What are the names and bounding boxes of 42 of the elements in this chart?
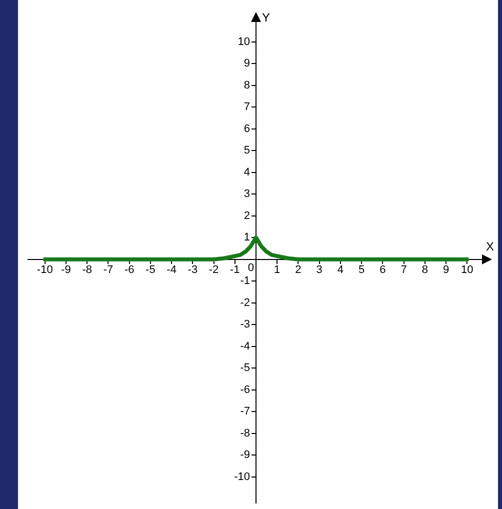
x-tick-label: 5	[358, 264, 365, 276]
x-tick-label: 3	[316, 264, 322, 276]
x-tick-label: 1	[274, 264, 280, 276]
x-tick-label: 7	[400, 264, 407, 276]
x-tick-label: 0	[248, 262, 254, 274]
y-tick-label: 7	[244, 101, 250, 114]
x-tick-label: -9	[61, 264, 71, 276]
y-tick-label: -7	[240, 406, 250, 418]
x-axis-title: X	[486, 240, 494, 254]
y-tick-label: 5	[244, 144, 250, 157]
y-tick-label: -1	[240, 275, 250, 288]
x-tick-label: -5	[146, 264, 156, 276]
y-tick-label: -10	[234, 470, 250, 483]
y-tick-label: 6	[244, 122, 250, 135]
y-axis-title: Y	[262, 10, 270, 24]
y-tick-label: -6	[240, 384, 250, 396]
y-tick-label: -8	[240, 427, 250, 440]
y-tick-label: -9	[240, 449, 250, 462]
x-tick-label: 2	[295, 264, 302, 276]
x-tick-label: 8	[422, 264, 428, 276]
y-tick-label: -4	[240, 340, 250, 352]
y-tick-label: 9	[244, 58, 250, 70]
y-tick-label: -5	[240, 362, 250, 374]
y-tick-label: 1	[244, 232, 250, 244]
x-tick-label: -2	[208, 264, 219, 276]
x-tick-label: 10	[460, 264, 474, 276]
y-tick-label: 10	[238, 36, 250, 48]
x-tick-label: 6	[380, 264, 386, 276]
x-tick-label: -3	[188, 264, 198, 276]
x-tick-label: -10	[36, 264, 53, 276]
y-tick-label: 8	[244, 79, 250, 92]
y-tick-label: 3	[244, 188, 250, 200]
x-tick-label: 4	[337, 264, 344, 276]
y-tick-label: 2	[244, 210, 250, 222]
y-tick-label: -2	[240, 296, 250, 309]
y-tick-label: -3	[240, 318, 250, 331]
x-tick-label: -4	[166, 264, 176, 276]
x-tick-label: 9	[442, 264, 450, 276]
x-tick-label: -7	[103, 264, 114, 276]
x-tick-label: -6	[124, 264, 134, 276]
y-tick-label: 4	[244, 166, 250, 178]
x-tick-label: -8	[82, 264, 92, 276]
